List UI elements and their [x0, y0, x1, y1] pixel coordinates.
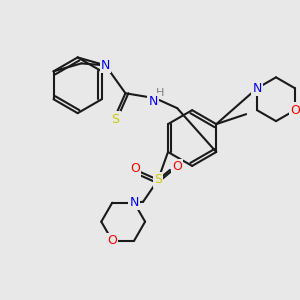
Text: S: S	[154, 173, 162, 186]
Text: N: N	[252, 82, 262, 95]
Text: O: O	[290, 104, 300, 117]
Text: N: N	[130, 196, 139, 209]
Text: N: N	[148, 95, 158, 108]
Text: O: O	[172, 160, 182, 173]
Text: N: N	[101, 59, 110, 72]
Text: O: O	[107, 234, 117, 247]
Text: O: O	[130, 162, 140, 176]
Text: H: H	[156, 88, 164, 98]
Text: S: S	[112, 112, 119, 126]
